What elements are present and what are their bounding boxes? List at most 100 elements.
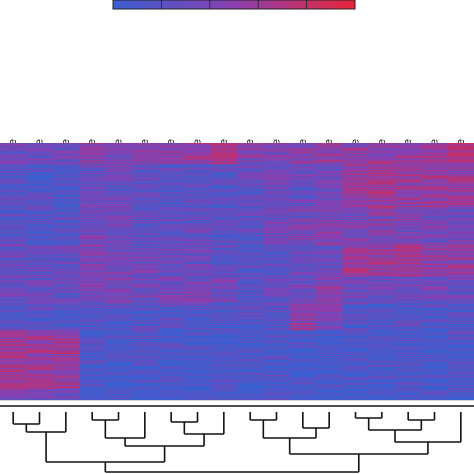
heatmap-cell [289,306,317,309]
heatmap-cell [0,201,27,204]
heatmap-cell [263,230,291,233]
heatmap-cell [289,174,317,176]
heatmap-cell [184,184,212,187]
heatmap-cell [105,180,133,182]
heatmap-cell [447,152,474,155]
heatmap-cell [263,213,291,216]
heatmap-cell [26,172,54,175]
heatmap-cell [79,377,106,379]
heatmap-cell [184,215,212,218]
heatmap-cell [289,238,317,240]
heatmap-cell [0,270,27,272]
heatmap-cell [131,196,159,199]
heatmap-cell [316,247,343,250]
heatmap-cell [52,398,80,401]
heatmap-cell [263,297,291,299]
heatmap-cell [368,145,396,147]
heatmap-cell [79,271,106,273]
heatmap-cell [421,333,449,336]
heatmap-cell [263,189,291,191]
heatmap-cell [26,211,54,214]
heatmap-cell [184,368,212,371]
heatmap-cell [0,223,27,225]
heatmap-cell [289,291,317,294]
heatmap-cell [52,340,80,342]
heatmap-cell [26,264,54,266]
heatmap-cell [395,344,422,346]
heatmap-cell [447,213,474,216]
heatmap-cell [421,329,449,331]
heatmap-cell [105,250,133,252]
heatmap-cell [26,336,54,339]
heatmap-cell [158,363,185,366]
heatmap-cell [210,200,238,203]
heatmap-cell [52,376,80,378]
heatmap-cell [131,335,159,338]
heatmap-cell [184,231,212,234]
heatmap-cell [316,353,343,356]
heatmap-cell [316,176,343,178]
heatmap-cell [289,344,317,346]
heatmap-cell [316,207,343,209]
heatmap-cell [0,338,27,341]
heatmap-cell [131,199,159,202]
heatmap-cell [263,391,291,393]
heatmap-cell [52,270,80,272]
heatmap-cell [237,398,264,401]
heatmap-cell [447,282,474,284]
heatmap-cell [184,161,212,163]
heatmap-cell [263,249,291,251]
heatmap-cell [237,266,264,268]
heatmap-cell [26,312,54,314]
heatmap-cell [342,385,370,387]
heatmap-cell [342,269,370,271]
heatmap-cell [158,359,185,361]
heatmap-cell [237,152,264,155]
heatmap-cell [210,334,238,337]
heatmap-cell [79,331,106,333]
heatmap-cell [79,381,106,384]
heatmap-cell [395,177,422,179]
heatmap-cell [421,144,449,146]
heatmap-cell [52,375,80,377]
heatmap-cell [368,341,396,343]
heatmap-cell [26,171,54,174]
heatmap-cell [368,154,396,157]
heatmap-cell [52,183,80,186]
heatmap-cell [447,396,474,399]
heatmap-cell [368,190,396,192]
heatmap-cell [26,267,54,269]
heatmap-cell [316,349,343,352]
heatmap-cell [342,295,370,297]
heatmap-cell [447,146,474,148]
heatmap-cell [184,222,212,224]
heatmap-cell [368,344,396,346]
heatmap-cell [263,170,291,173]
heatmap-cell [105,390,133,392]
heatmap-cell [263,176,291,178]
heatmap-cell [263,278,291,281]
heatmap-cell [342,214,370,217]
heatmap-cell [368,314,396,316]
heatmap-cell [210,222,238,224]
heatmap-cell [316,221,343,223]
heatmap-cell [289,334,317,337]
heatmap-cell [263,345,291,347]
heatmap-cell [316,272,343,275]
heatmap-cell [184,371,212,373]
heatmap-cell [105,210,133,212]
heatmap-cell [447,351,474,354]
heatmap-cell [289,386,317,388]
heatmap-cell [368,243,396,246]
heatmap-cell [0,358,27,360]
heatmap-cell [79,376,106,378]
heatmap-cell [184,240,212,242]
heatmap-cell [395,370,422,372]
heatmap-cell [105,307,133,310]
heatmap-cell [184,249,212,251]
heatmap-cell [184,174,212,176]
heatmap-cell [210,229,238,232]
heatmap-cell [368,231,396,234]
heatmap-cell [52,146,80,148]
heatmap-cell [368,307,396,310]
